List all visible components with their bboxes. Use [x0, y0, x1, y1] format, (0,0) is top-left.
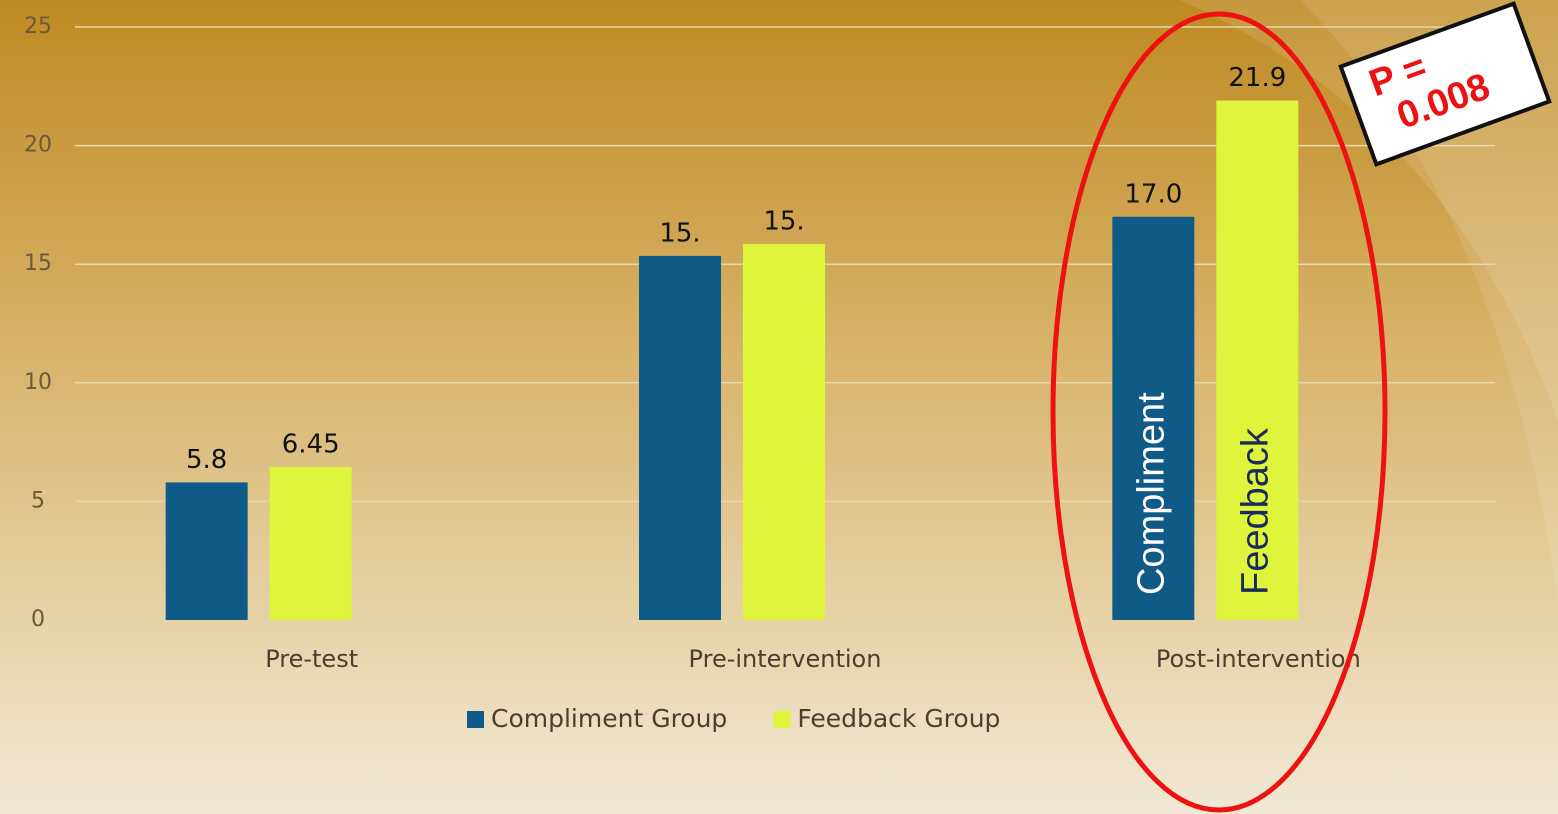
- data-label: 6.45: [282, 430, 340, 460]
- highlight-ellipse: [1050, 11, 1388, 813]
- p-value-box: P =0.008: [1338, 1, 1552, 167]
- bar: [269, 467, 352, 620]
- data-label: 15.: [763, 207, 804, 237]
- x-tick-label: Pre-intervention: [689, 645, 882, 673]
- data-label: 17.0: [1124, 179, 1182, 209]
- legend-label: Compliment Group: [491, 704, 727, 733]
- bar: [1112, 216, 1195, 620]
- bar: [165, 482, 248, 620]
- swoosh: [1300, 0, 1558, 600]
- y-tick-label: 25: [24, 14, 52, 39]
- data-label: 15.: [659, 218, 700, 248]
- bar: [1216, 100, 1299, 621]
- y-tick-label: 5: [31, 488, 45, 513]
- x-tick-label: Pre-test: [265, 645, 358, 673]
- y-tick-label: 20: [24, 133, 52, 158]
- y-tick-label: 0: [31, 607, 45, 632]
- legend-label: Feedback Group: [797, 704, 1000, 733]
- y-tick-label: 15: [24, 251, 52, 276]
- bar: [743, 244, 825, 620]
- legend-swatch: [467, 711, 484, 728]
- x-tick-label: Post-intervention: [1156, 645, 1361, 673]
- y-tick-label: 10: [24, 370, 52, 395]
- bar-annotation: Feedback: [1234, 427, 1276, 595]
- legend-swatch: [773, 711, 791, 728]
- bar: [639, 255, 721, 620]
- data-label: 21.9: [1228, 63, 1286, 93]
- data-label: 5.8: [186, 445, 227, 475]
- p-box: [1338, 1, 1552, 167]
- bar-annotation: Compliment: [1130, 392, 1172, 595]
